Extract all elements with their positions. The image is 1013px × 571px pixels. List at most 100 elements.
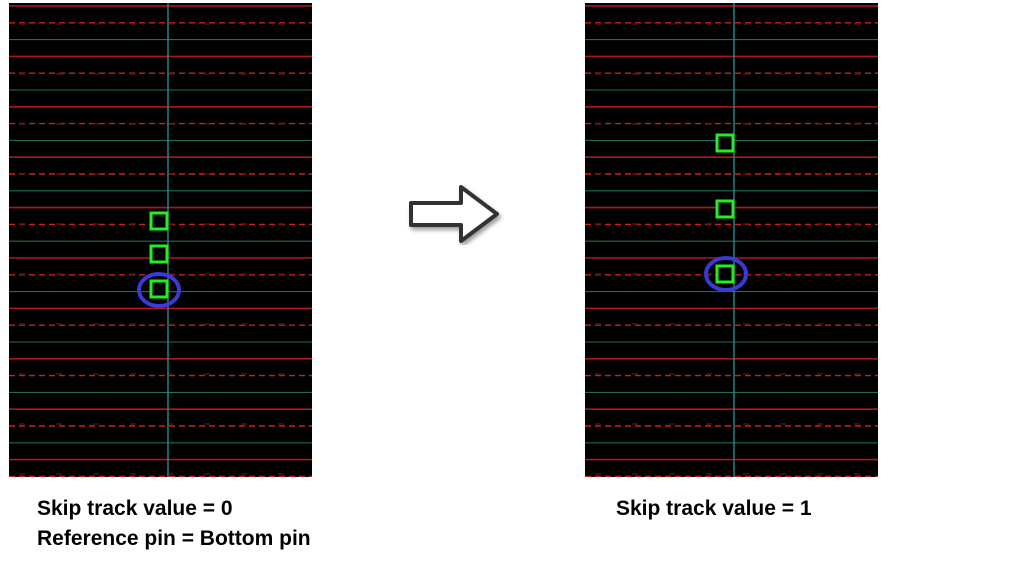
track-texture bbox=[817, 173, 823, 175]
track-texture bbox=[780, 223, 786, 225]
pin-marker bbox=[715, 199, 735, 219]
track-texture bbox=[743, 123, 749, 125]
track-texture bbox=[854, 73, 860, 75]
track-texture bbox=[56, 223, 62, 225]
track-texture bbox=[56, 423, 62, 425]
right-track-view bbox=[585, 3, 878, 477]
track-texture bbox=[706, 323, 712, 325]
track-texture bbox=[278, 273, 284, 275]
track-texture bbox=[204, 423, 210, 425]
left-track-view bbox=[9, 3, 312, 477]
track-texture bbox=[167, 473, 173, 475]
track-texture bbox=[204, 323, 210, 325]
track-texture bbox=[743, 473, 749, 475]
track-texture bbox=[669, 173, 675, 175]
track-texture bbox=[167, 423, 173, 425]
pin-marker bbox=[715, 264, 735, 284]
track-texture bbox=[817, 123, 823, 125]
track-texture bbox=[817, 73, 823, 75]
track-texture bbox=[817, 23, 823, 25]
track-texture bbox=[595, 323, 601, 325]
track-texture bbox=[743, 373, 749, 375]
track-texture bbox=[56, 373, 62, 375]
track-texture bbox=[204, 373, 210, 375]
track-texture bbox=[56, 23, 62, 25]
track-texture bbox=[93, 423, 99, 425]
track-texture bbox=[632, 73, 638, 75]
track-texture bbox=[204, 273, 210, 275]
reference-pin-circle bbox=[704, 256, 748, 292]
track-texture bbox=[854, 23, 860, 25]
track-texture bbox=[241, 23, 247, 25]
track-texture bbox=[241, 423, 247, 425]
track-texture bbox=[743, 223, 749, 225]
track-texture bbox=[632, 323, 638, 325]
track-texture bbox=[669, 273, 675, 275]
track-texture bbox=[854, 223, 860, 225]
track-texture bbox=[93, 323, 99, 325]
track-texture bbox=[854, 273, 860, 275]
track-texture bbox=[743, 23, 749, 25]
track-texture bbox=[278, 73, 284, 75]
track-texture bbox=[93, 123, 99, 125]
track-texture bbox=[780, 23, 786, 25]
track-texture bbox=[780, 373, 786, 375]
track-texture bbox=[817, 223, 823, 225]
track-texture bbox=[130, 23, 136, 25]
track-texture bbox=[278, 373, 284, 375]
track-texture bbox=[204, 73, 210, 75]
track-texture bbox=[743, 73, 749, 75]
track-texture bbox=[167, 223, 173, 225]
track-texture bbox=[817, 273, 823, 275]
track-texture bbox=[241, 173, 247, 175]
track-texture bbox=[204, 23, 210, 25]
track-texture bbox=[817, 473, 823, 475]
track-texture bbox=[167, 123, 173, 125]
track-texture bbox=[241, 123, 247, 125]
track-texture bbox=[669, 323, 675, 325]
track-texture bbox=[780, 73, 786, 75]
track-texture bbox=[780, 473, 786, 475]
track-texture bbox=[669, 373, 675, 375]
track-texture bbox=[19, 473, 25, 475]
left-caption: Skip track value = 0 Reference pin = Bot… bbox=[37, 494, 311, 554]
track-texture bbox=[632, 423, 638, 425]
track-texture bbox=[19, 423, 25, 425]
track-texture bbox=[130, 173, 136, 175]
pin-marker bbox=[149, 211, 169, 231]
track-texture bbox=[854, 473, 860, 475]
track-texture bbox=[130, 473, 136, 475]
track-texture bbox=[669, 473, 675, 475]
track-texture bbox=[632, 173, 638, 175]
track-texture bbox=[278, 323, 284, 325]
track-texture bbox=[854, 323, 860, 325]
track-texture bbox=[204, 123, 210, 125]
track-texture bbox=[241, 223, 247, 225]
track-texture bbox=[93, 173, 99, 175]
track-texture bbox=[19, 173, 25, 175]
track-texture bbox=[595, 223, 601, 225]
track-texture bbox=[167, 273, 173, 275]
track-texture bbox=[595, 423, 601, 425]
track-texture bbox=[595, 473, 601, 475]
track-texture bbox=[706, 473, 712, 475]
track-texture bbox=[278, 23, 284, 25]
track-texture bbox=[595, 173, 601, 175]
track-texture bbox=[743, 323, 749, 325]
track-texture bbox=[241, 73, 247, 75]
track-texture bbox=[743, 173, 749, 175]
track-texture bbox=[167, 173, 173, 175]
track-texture bbox=[93, 373, 99, 375]
track-texture bbox=[56, 173, 62, 175]
track-texture bbox=[780, 123, 786, 125]
track-texture bbox=[278, 123, 284, 125]
reference-pin-label: Reference pin = Bottom pin bbox=[37, 527, 311, 550]
track-texture bbox=[241, 323, 247, 325]
track-texture bbox=[780, 423, 786, 425]
track-texture bbox=[130, 423, 136, 425]
track-texture bbox=[278, 173, 284, 175]
track-texture bbox=[854, 123, 860, 125]
track-texture bbox=[93, 73, 99, 75]
track-texture bbox=[167, 323, 173, 325]
right-arrow-icon bbox=[409, 185, 499, 243]
